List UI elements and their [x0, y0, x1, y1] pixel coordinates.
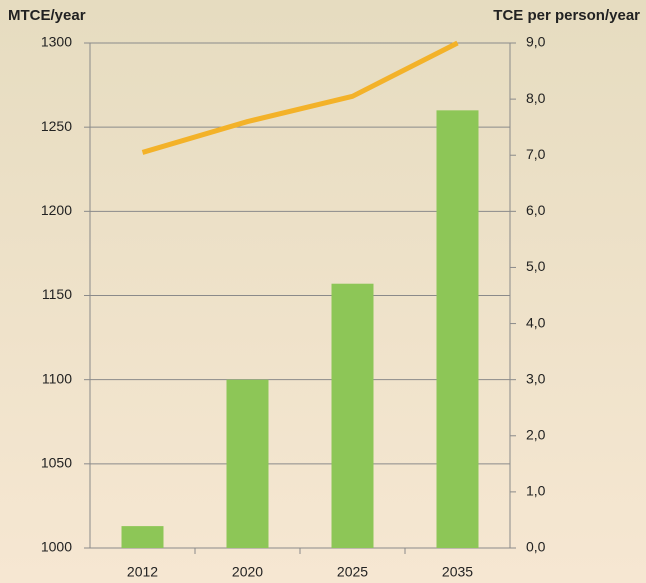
bar	[331, 283, 374, 548]
y2-tick-label: 5,0	[526, 258, 546, 274]
y2-tick-label: 1,0	[526, 483, 546, 499]
x-tick-label: 2025	[337, 564, 368, 580]
bar	[121, 526, 164, 548]
y2-axis-title: TCE per person/year	[493, 7, 640, 24]
y2-tick-label: 3,0	[526, 370, 546, 386]
y-axis-title: MTCE/year	[8, 7, 86, 24]
y-tick-label: 1050	[41, 455, 72, 471]
bar	[226, 379, 269, 548]
line	[141, 40, 459, 155]
x-tick-label: 2035	[442, 564, 473, 580]
y2-tick-label: 6,0	[526, 202, 546, 218]
y2-tick-label: 4,0	[526, 314, 546, 330]
y2-tick-label: 9,0	[526, 34, 546, 50]
y2-tick-label: 8,0	[526, 90, 546, 106]
bar	[436, 110, 479, 548]
y2-tick-label: 0,0	[526, 539, 546, 555]
x-tick-label: 2020	[232, 564, 263, 580]
y-tick-label: 1250	[41, 118, 72, 134]
x-tick-label: 2012	[127, 564, 158, 580]
y-tick-label: 1200	[41, 202, 72, 218]
y-tick-label: 1300	[41, 34, 72, 50]
y-tick-label: 1100	[42, 370, 72, 386]
y-tick-label: 1000	[41, 539, 72, 555]
y2-tick-label: 7,0	[526, 146, 546, 162]
y2-tick-label: 2,0	[526, 426, 546, 442]
y-tick-label: 1150	[42, 286, 72, 302]
